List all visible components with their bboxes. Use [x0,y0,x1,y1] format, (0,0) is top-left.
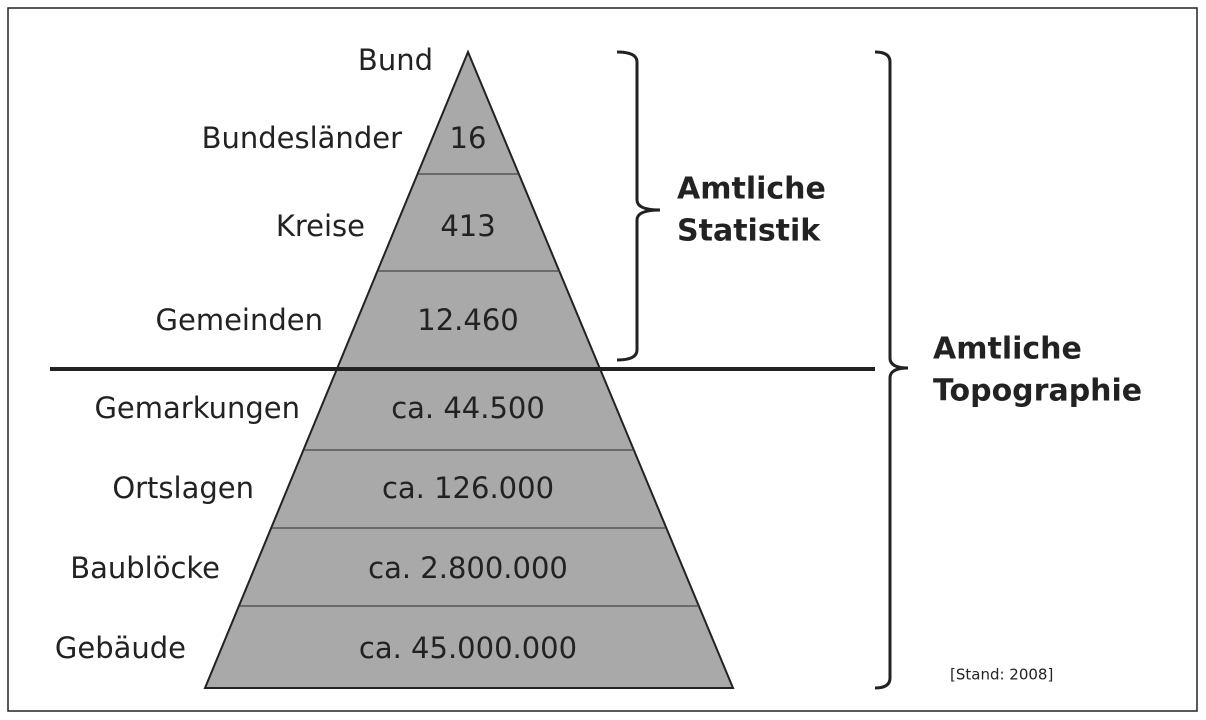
bracket-label: Amtliche [677,172,826,207]
level-label: Kreise [276,209,365,243]
bracket-label: Topographie [933,374,1142,409]
dividers [240,173,699,607]
bracket [874,50,909,690]
level-count: ca. 2.800.000 [368,551,568,585]
level-label: Gemarkungen [94,391,300,425]
level-label: Gemeinden [156,303,323,337]
bracket-label: Statistik [677,214,821,249]
level-count: ca. 45.000.000 [359,631,577,665]
level-label: Bundesländer [202,121,402,155]
bracket [616,50,661,362]
labels: Bund Bundesländer 16 Kreise 413 Gemeinden 12.4… [55,43,1142,684]
level-count: 413 [440,209,495,243]
bracket-label: Amtliche [933,332,1082,367]
level-label: Ortslagen [112,471,254,505]
frame [7,7,1198,712]
level-count: 16 [450,121,487,155]
level-count: ca. 44.500 [391,391,545,425]
level-count: ca. 126.000 [382,471,554,505]
level-count: 12.460 [417,303,518,337]
level-label: Bund [358,43,433,77]
level-label: Baublöcke [70,551,220,585]
note: [Stand: 2008] [950,666,1053,684]
level-label: Gebäude [55,631,186,665]
